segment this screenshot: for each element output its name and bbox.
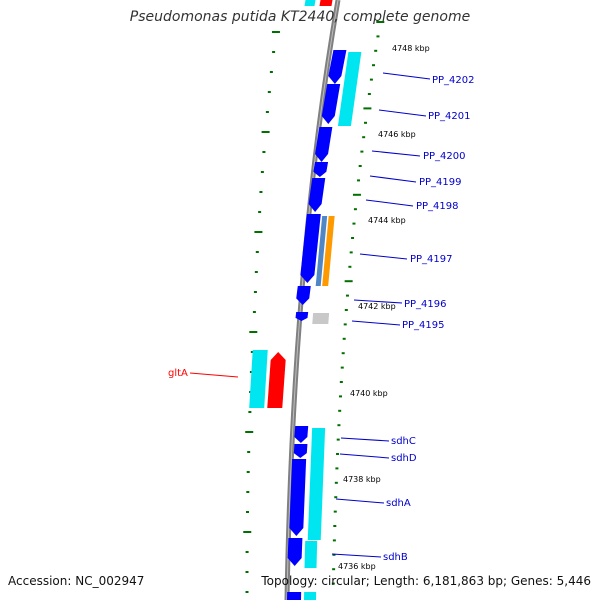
gene-label-pp-4200: PP_4200 xyxy=(423,151,466,162)
scale-label-4748: 4748 kbp xyxy=(392,44,430,53)
gene-cds-sdh xyxy=(307,428,326,540)
scale-label-4736: 4736 kbp xyxy=(338,562,376,571)
gene-arrow-pp-4198 xyxy=(308,178,326,212)
gene-labels: PP_4202 PP_4201 PP_4200 PP_4199 PP_4198 … xyxy=(168,75,475,563)
leader-sdhb xyxy=(331,553,382,558)
leader-pp-4197 xyxy=(359,253,408,260)
label-leaders xyxy=(189,72,431,558)
gene-label-pp-4202: PP_4202 xyxy=(432,75,475,86)
gene-arrow-pp-4197 xyxy=(300,214,321,283)
gene-cds-top xyxy=(304,0,316,6)
leader-glta xyxy=(189,372,239,378)
leader-pp-4195 xyxy=(351,320,401,326)
gene-cds-pp-4202 xyxy=(337,52,362,126)
scale-label-4738: 4738 kbp xyxy=(343,475,381,484)
leader-sdhd xyxy=(339,453,390,459)
gene-label-glta: gltA xyxy=(168,368,188,379)
gene-label-pp-4198: PP_4198 xyxy=(416,201,459,212)
gene-label-sdhd: sdhD xyxy=(391,453,417,464)
gene-highlight-top xyxy=(319,0,333,6)
genome-backbone-inner xyxy=(286,0,339,600)
gene-cds-glta xyxy=(249,350,268,408)
gene-arrow-sdha xyxy=(289,459,307,536)
gene-arrow-sdhb xyxy=(287,538,303,566)
gene-steelblue-pp-4197 xyxy=(315,216,328,286)
gene-label-sdha: sdhA xyxy=(386,498,411,509)
gene-label-pp-4199: PP_4199 xyxy=(419,177,462,188)
gene-cds-sdhb xyxy=(304,541,318,568)
gene-cds-bottom xyxy=(303,592,317,600)
map-title: Pseudomonas putida KT2440, complete geno… xyxy=(129,9,471,25)
gene-arrow-bottom xyxy=(286,592,302,600)
leader-pp-4200 xyxy=(371,150,421,157)
gene-gray-pp-4195 xyxy=(312,313,330,324)
gene-arrow-pp-4195 xyxy=(295,312,309,321)
scale-labels: 4748 kbp 4746 kbp 4744 kbp 4742 kbp 4740… xyxy=(338,44,430,571)
gene-label-pp-4201: PP_4201 xyxy=(428,111,471,122)
gene-label-pp-4195: PP_4195 xyxy=(402,320,445,331)
gene-arrow-pp-4202 xyxy=(328,50,347,84)
topology-text: Topology: circular; Length: 6,181,863 bp… xyxy=(261,574,591,588)
scale-label-4744: 4744 kbp xyxy=(368,216,406,225)
gene-label-pp-4197: PP_4197 xyxy=(410,254,453,265)
scale-label-4746: 4746 kbp xyxy=(378,130,416,139)
accession-text: Accession: NC_002947 xyxy=(8,574,145,588)
leader-pp-4199 xyxy=(369,175,417,183)
gene-label-sdhb: sdhB xyxy=(383,552,408,563)
gene-arrow-pp-4196 xyxy=(296,286,311,305)
leader-sdhc xyxy=(340,437,390,442)
scale-label-4740: 4740 kbp xyxy=(350,389,388,398)
leader-pp-4202 xyxy=(382,72,431,80)
gene-arrow-pp-4200 xyxy=(315,127,333,162)
leader-sdha xyxy=(335,498,385,504)
gene-label-pp-4196: PP_4196 xyxy=(404,299,447,310)
gene-orange-pp-4197 xyxy=(322,216,335,286)
dot-track xyxy=(243,31,280,593)
gene-arrow-pp-4201 xyxy=(321,84,341,124)
gene-arrow-glta xyxy=(267,352,286,408)
gene-arrow-sdhd xyxy=(293,444,308,458)
gene-track xyxy=(249,0,362,600)
tick-track xyxy=(331,21,385,585)
leader-pp-4201 xyxy=(378,109,427,117)
leader-pp-4198 xyxy=(365,199,414,207)
leader-pp-4196 xyxy=(353,299,403,304)
gene-arrow-sdhc xyxy=(294,426,309,443)
scale-label-4742: 4742 kbp xyxy=(358,302,396,311)
gene-label-sdhc: sdhC xyxy=(391,436,416,447)
gene-arrow-pp-4199 xyxy=(313,162,329,177)
